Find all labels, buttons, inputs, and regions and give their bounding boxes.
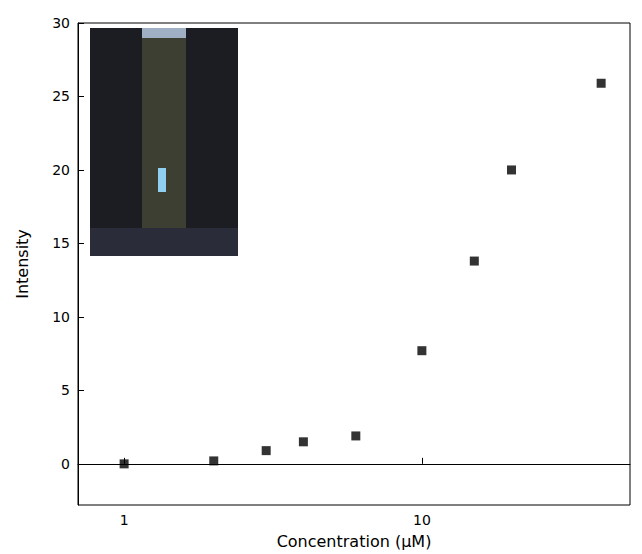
svg-text:Concentration (μM): Concentration (μM) — [277, 532, 432, 551]
svg-text:15: 15 — [52, 235, 70, 251]
svg-text:10: 10 — [413, 512, 431, 528]
svg-text:20: 20 — [52, 162, 70, 178]
svg-text:0: 0 — [61, 456, 70, 472]
svg-text:5: 5 — [61, 382, 70, 398]
svg-text:30: 30 — [52, 15, 70, 31]
svg-text:Intensity: Intensity — [13, 229, 32, 299]
svg-text:10: 10 — [52, 309, 70, 325]
svg-text:25: 25 — [52, 88, 70, 104]
svg-text:1: 1 — [120, 512, 129, 528]
